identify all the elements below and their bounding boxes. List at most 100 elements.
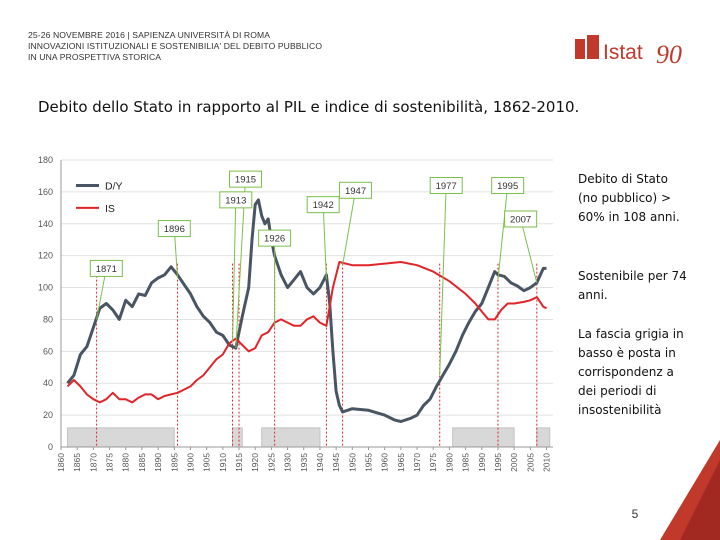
y-axis: 0 20 40 60 80 100 120 140 160 180 xyxy=(38,155,62,452)
x-tick-label: 1950 xyxy=(347,453,357,472)
callout-box xyxy=(258,229,292,247)
unsustainable-band xyxy=(232,427,243,448)
x-tick-label: 1875 xyxy=(105,453,115,472)
x-tick-label: 2005 xyxy=(525,453,535,472)
page-number: 5 xyxy=(631,507,639,521)
x-tick-label: 1955 xyxy=(364,453,374,472)
callout-box xyxy=(89,259,123,277)
callout-box xyxy=(306,196,340,214)
x-tick-label: 1990 xyxy=(477,453,487,472)
x-tick-label: 1970 xyxy=(412,453,422,472)
x-tick-label: 1935 xyxy=(299,453,309,472)
x-tick-label: 1965 xyxy=(396,453,406,472)
callout-box xyxy=(157,220,191,238)
marker-lines xyxy=(96,263,538,447)
istat-logo: Istat 90 xyxy=(575,35,682,69)
y-tick-label: 40 xyxy=(43,378,53,388)
x-tick-label: 2010 xyxy=(542,453,552,472)
chart-legend: D/Y IS xyxy=(76,181,123,215)
unsustainable-band xyxy=(66,427,175,448)
callout-leader xyxy=(520,218,538,283)
side-note-1: Debito di Stato (no pubblico) > 60% in 1… xyxy=(578,172,680,224)
unsustainable-band xyxy=(536,427,551,448)
header-line-2: INNOVAZIONI ISTITUZIONALI E SOSTENIBILIA… xyxy=(28,41,323,51)
x-tick-label: 1995 xyxy=(493,453,503,472)
y-tick-label: 180 xyxy=(38,155,53,165)
callout-box xyxy=(429,177,463,195)
callout-leader xyxy=(322,204,327,280)
callout-leader xyxy=(439,185,447,376)
series-line-dy xyxy=(66,198,547,423)
legend-label-is: IS xyxy=(105,203,115,215)
y-tick-label: 140 xyxy=(38,219,53,229)
logo-number: 90 xyxy=(656,40,682,69)
header-line-3: IN UNA PROSPETTIVA STORICA xyxy=(28,52,162,62)
x-tick-label: 1910 xyxy=(218,453,228,472)
x-tick-label: 1885 xyxy=(137,453,147,472)
slide-title: Debito dello Stato in rapporto al PIL e … xyxy=(38,98,580,116)
callout-box xyxy=(504,210,538,228)
callout-box xyxy=(339,181,373,199)
callout-label: 2007 xyxy=(510,214,531,225)
side-note-3: La fascia grigia in basso è posta in cor… xyxy=(578,327,684,417)
x-tick-label: 1870 xyxy=(88,453,98,472)
series-line-is xyxy=(66,261,547,404)
corner-decoration xyxy=(660,440,720,540)
callout-label: 1915 xyxy=(235,175,256,186)
corner-triangle-dark xyxy=(680,460,720,540)
callout-box xyxy=(229,170,262,188)
x-tick-label: 1860 xyxy=(56,453,66,472)
unsustainable-bands xyxy=(66,427,551,448)
x-tick-label: 1980 xyxy=(444,453,454,472)
legend-label-dy: D/Y xyxy=(105,181,123,193)
x-tick-label: 1975 xyxy=(428,453,438,472)
debt-chart: 1915 1913 1896 1871 1947 1942 1926 1977 1995 2007… xyxy=(38,155,553,472)
x-tick-label: 1890 xyxy=(153,453,163,472)
y-tick-label: 100 xyxy=(38,283,53,293)
callout-leader xyxy=(342,190,357,266)
callout-label: 1977 xyxy=(436,181,457,192)
unsustainable-band xyxy=(261,427,321,448)
y-tick-label: 20 xyxy=(43,410,53,420)
series-lines xyxy=(66,198,547,423)
callout-label: 1871 xyxy=(96,264,117,275)
logo-block-1 xyxy=(575,39,585,59)
callout-leader xyxy=(497,185,509,280)
x-tick-label: 1960 xyxy=(380,453,390,472)
x-tick-label: 1915 xyxy=(234,453,244,472)
callout-leader xyxy=(96,268,107,320)
side-note-2: Sostenibile per 74 anni. xyxy=(578,269,687,302)
callout-label: 1913 xyxy=(225,195,246,206)
x-tick-label: 1920 xyxy=(250,453,260,472)
y-tick-label: 120 xyxy=(38,251,53,261)
y-tick-label: 80 xyxy=(43,314,53,324)
x-tick-label: 1865 xyxy=(72,453,82,472)
x-tick-label: 1900 xyxy=(185,453,195,472)
callout-label: 1926 xyxy=(264,234,285,245)
x-tick-label: 1925 xyxy=(266,453,276,472)
y-tick-label: 160 xyxy=(38,187,53,197)
x-tick-label: 1880 xyxy=(121,453,131,472)
x-tick-label: 1985 xyxy=(461,453,471,472)
y-tick-label: 0 xyxy=(48,442,53,452)
x-tick-label: 1930 xyxy=(283,453,293,472)
x-tick-label: 2000 xyxy=(509,453,519,472)
x-tick-label: 1905 xyxy=(202,453,212,472)
x-tick-label: 1945 xyxy=(331,453,341,472)
callout-box xyxy=(219,191,253,209)
x-tick-label: 1895 xyxy=(169,453,179,472)
callout-label: 1896 xyxy=(164,224,185,235)
header: 25-26 NOVEMBRE 2016 | SAPIENZA UNIVERSIT… xyxy=(28,30,322,63)
x-axis: 1860 1865 1870 1875 1880 1885 1890 1895 1900 1905… xyxy=(56,446,553,472)
callout-label: 1942 xyxy=(313,200,334,211)
logo-block-2 xyxy=(587,35,599,59)
unsustainable-band xyxy=(452,427,515,448)
y-tick-label: 60 xyxy=(43,346,53,356)
x-tick-label: 1940 xyxy=(315,453,325,472)
callout-box xyxy=(491,177,525,195)
header-line-1: 25-26 NOVEMBRE 2016 | SAPIENZA UNIVERSIT… xyxy=(28,30,271,40)
callout-label: 1995 xyxy=(497,181,518,192)
logo-text: Istat xyxy=(603,41,643,64)
callouts: 1915 1913 1896 1871 1947 1942 1926 1977 1995 2007 xyxy=(89,170,538,376)
callout-leader xyxy=(232,199,237,342)
